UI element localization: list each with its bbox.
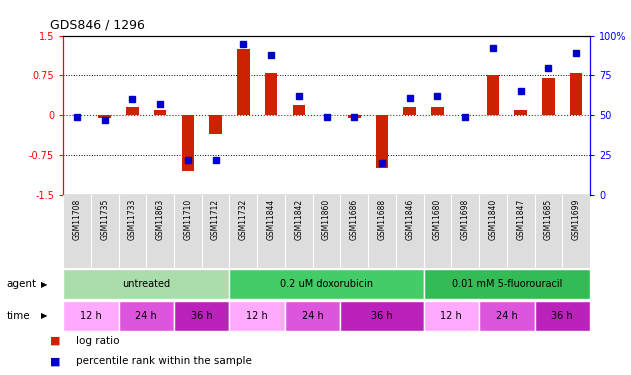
Bar — [182, 116, 194, 171]
Text: GSM11688: GSM11688 — [377, 199, 387, 240]
Text: ■: ■ — [50, 336, 61, 346]
Bar — [209, 116, 222, 134]
Bar — [376, 116, 388, 168]
Text: GSM11708: GSM11708 — [73, 199, 81, 240]
Bar — [63, 301, 119, 331]
Text: GSM11732: GSM11732 — [239, 199, 248, 240]
Text: GSM11840: GSM11840 — [488, 199, 497, 240]
Text: 36 h: 36 h — [551, 311, 573, 321]
Text: GSM11842: GSM11842 — [294, 199, 304, 240]
Bar — [487, 75, 499, 116]
Bar — [174, 301, 230, 331]
Text: 36 h: 36 h — [191, 311, 213, 321]
Bar — [237, 49, 250, 116]
Bar — [230, 269, 423, 299]
Text: GSM11846: GSM11846 — [405, 199, 414, 240]
Text: GSM11685: GSM11685 — [544, 199, 553, 240]
Text: GSM11733: GSM11733 — [128, 199, 137, 240]
Text: 24 h: 24 h — [496, 311, 517, 321]
Bar — [230, 301, 285, 331]
Text: GSM11699: GSM11699 — [572, 199, 581, 240]
Text: 24 h: 24 h — [302, 311, 324, 321]
Text: log ratio: log ratio — [76, 336, 119, 346]
Bar — [431, 107, 444, 116]
Bar — [285, 301, 340, 331]
Bar — [403, 107, 416, 116]
Text: 0.2 uM doxorubicin: 0.2 uM doxorubicin — [280, 279, 373, 289]
Text: GDS846 / 1296: GDS846 / 1296 — [50, 19, 145, 32]
Text: GSM11686: GSM11686 — [350, 199, 359, 240]
Bar — [265, 73, 277, 116]
Bar — [423, 269, 590, 299]
Bar — [63, 269, 230, 299]
Bar — [534, 301, 590, 331]
Bar — [98, 116, 111, 118]
Text: GSM11680: GSM11680 — [433, 199, 442, 240]
Text: GSM11860: GSM11860 — [322, 199, 331, 240]
Bar — [119, 301, 174, 331]
Text: GSM11710: GSM11710 — [184, 199, 192, 240]
Bar — [542, 78, 555, 116]
Text: GSM11698: GSM11698 — [461, 199, 469, 240]
Text: GSM11712: GSM11712 — [211, 199, 220, 240]
Bar — [348, 116, 360, 118]
Text: untreated: untreated — [122, 279, 170, 289]
Text: 24 h: 24 h — [136, 311, 157, 321]
Bar — [293, 105, 305, 116]
Bar — [340, 301, 423, 331]
Text: ▶: ▶ — [41, 280, 47, 289]
Text: time: time — [6, 311, 30, 321]
Text: 12 h: 12 h — [246, 311, 268, 321]
Text: ▶: ▶ — [41, 311, 47, 320]
Text: GSM11863: GSM11863 — [156, 199, 165, 240]
Bar — [154, 110, 167, 116]
Text: 12 h: 12 h — [80, 311, 102, 321]
Bar — [479, 301, 534, 331]
Bar — [514, 110, 527, 116]
Text: GSM11735: GSM11735 — [100, 199, 109, 240]
Text: 12 h: 12 h — [440, 311, 462, 321]
Text: ■: ■ — [50, 356, 61, 366]
Bar — [570, 73, 582, 116]
Bar — [126, 107, 139, 116]
Text: agent: agent — [6, 279, 37, 289]
Text: GSM11844: GSM11844 — [266, 199, 276, 240]
Bar — [423, 301, 479, 331]
Text: 0.01 mM 5-fluorouracil: 0.01 mM 5-fluorouracil — [452, 279, 562, 289]
Text: percentile rank within the sample: percentile rank within the sample — [76, 356, 252, 366]
Text: GSM11847: GSM11847 — [516, 199, 525, 240]
Text: 36 h: 36 h — [371, 311, 393, 321]
